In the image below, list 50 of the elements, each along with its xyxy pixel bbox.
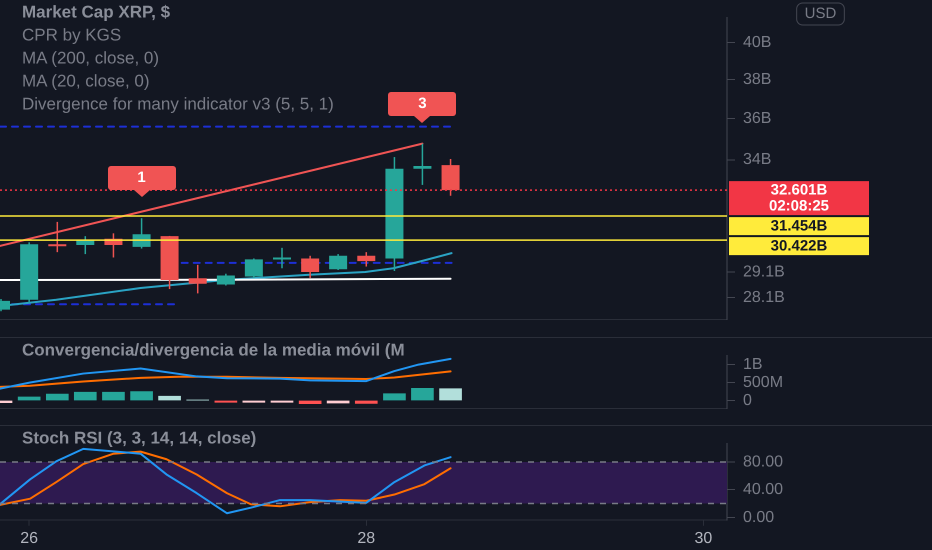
y-tick-label: 80.00 [743,453,784,470]
ref-line-label: 30.422B [770,237,828,254]
y-tick-label: 38B [743,70,772,88]
annotation: 1 [108,166,176,190]
y-tick-label: 28.1B [743,288,785,306]
chart-title: Market Cap XRP, $ [22,2,171,22]
y-tick-label: 0 [743,392,752,409]
candlestick [357,251,376,268]
candlestick [244,258,263,279]
annotation: Divergence for many indicator v3 (5, 5, 1) [22,94,334,114]
candlestick [329,253,348,271]
y-tick-label: 500M [743,374,784,391]
y-tick-label: 1B [743,356,763,373]
candlestick [188,264,207,294]
bar [102,392,125,400]
bar [439,388,462,400]
annotation: CPR by KGS [22,26,122,45]
ref-line-label: 32.601B 02:08:25 [768,181,830,214]
bar [46,394,69,400]
bar [383,393,406,400]
candlestick [413,142,432,186]
candlestick [216,272,235,286]
x-tick-label: 30 [694,530,712,547]
bar [411,388,434,400]
y-tick-label: 34B [743,151,772,168]
y-tick-label: 40B [743,34,772,51]
bar [298,400,322,404]
y-tick-label: 29.1B [743,264,785,281]
annotation: MA (200, close, 0) [22,48,160,68]
flag-label: 1 [108,166,176,198]
x-tick-label: 28 [357,530,376,547]
x-tick-label: 26 [20,530,38,547]
candlestick [301,255,320,279]
chart-title: Convergencia/divergencia de la media móvil (M [22,340,405,360]
bar [354,400,378,404]
bar [158,396,181,400]
bar [326,400,350,404]
annotation: MA (20, close, 0) [22,72,150,91]
y-tick-label: 0.00 [743,508,774,526]
bar [130,391,153,400]
y-tick-label: 36B [743,110,772,127]
y-axis-title: USD [804,5,836,22]
annotation: 3 [388,92,456,116]
ref-line-label: 31.454B [770,217,828,234]
chart-title: Stoch RSI (3, 3, 14, 14, close) [22,428,256,448]
bar [74,392,97,400]
flag-label: 3 [388,92,456,123]
y-tick-label: 40.00 [743,481,784,498]
bar [18,396,40,400]
candlestick [273,247,291,270]
